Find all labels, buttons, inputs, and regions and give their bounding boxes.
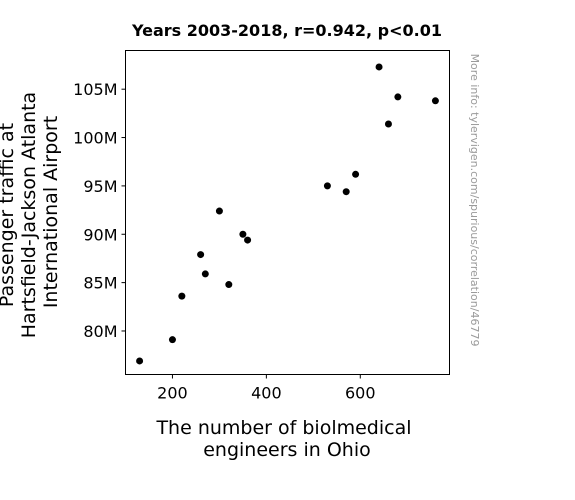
- data-point: [352, 170, 360, 178]
- data-point: [323, 182, 331, 190]
- x-axis-label: The number of biolmedical engineers in O…: [155, 417, 417, 461]
- data-point: [178, 292, 186, 300]
- data-point: [342, 188, 350, 196]
- data-point: [394, 93, 402, 101]
- plot-frame: [125, 50, 450, 375]
- x-axis-label-line-2: engineers in Ohio: [203, 439, 371, 461]
- data-point: [239, 230, 247, 238]
- watermark-text: More info: tylervigen.com/spurious/corre…: [468, 54, 481, 347]
- data-point: [201, 270, 209, 278]
- y-tick-label: 105M: [73, 80, 117, 99]
- y-tick-label: 100M: [73, 129, 117, 148]
- x-axis-label-line-1: The number of biolmedical: [155, 417, 411, 439]
- data-point: [136, 357, 144, 365]
- y-tick-label: 85M: [83, 274, 117, 293]
- plot-area: 200 400 600 80M 85M 90M 95M 100M 105M: [73, 50, 450, 403]
- data-point: [225, 281, 233, 289]
- data-point: [215, 207, 223, 215]
- y-axis-label-line-1: Passenger traffic at: [0, 123, 18, 307]
- y-axis-label: Passenger traffic at Hartsfield-Jackson …: [0, 86, 62, 339]
- data-point: [384, 120, 392, 128]
- x-tick-label: 200: [157, 384, 188, 403]
- y-axis-label-line-3: International Airport: [40, 116, 62, 308]
- y-tick-label: 80M: [83, 322, 117, 341]
- chart-title: Years 2003-2018, r=0.942, p<0.01: [131, 21, 442, 40]
- y-tick-label: 95M: [83, 177, 117, 196]
- data-point: [168, 336, 176, 344]
- data-point: [197, 251, 205, 259]
- data-point: [244, 236, 252, 244]
- data-point: [431, 97, 439, 105]
- y-axis-label-line-2: Hartsfield-Jackson Atlanta: [18, 92, 40, 338]
- data-point: [375, 63, 383, 71]
- x-tick-label: 400: [251, 384, 282, 403]
- y-tick-label: 90M: [83, 225, 117, 244]
- x-tick-label: 600: [345, 384, 376, 403]
